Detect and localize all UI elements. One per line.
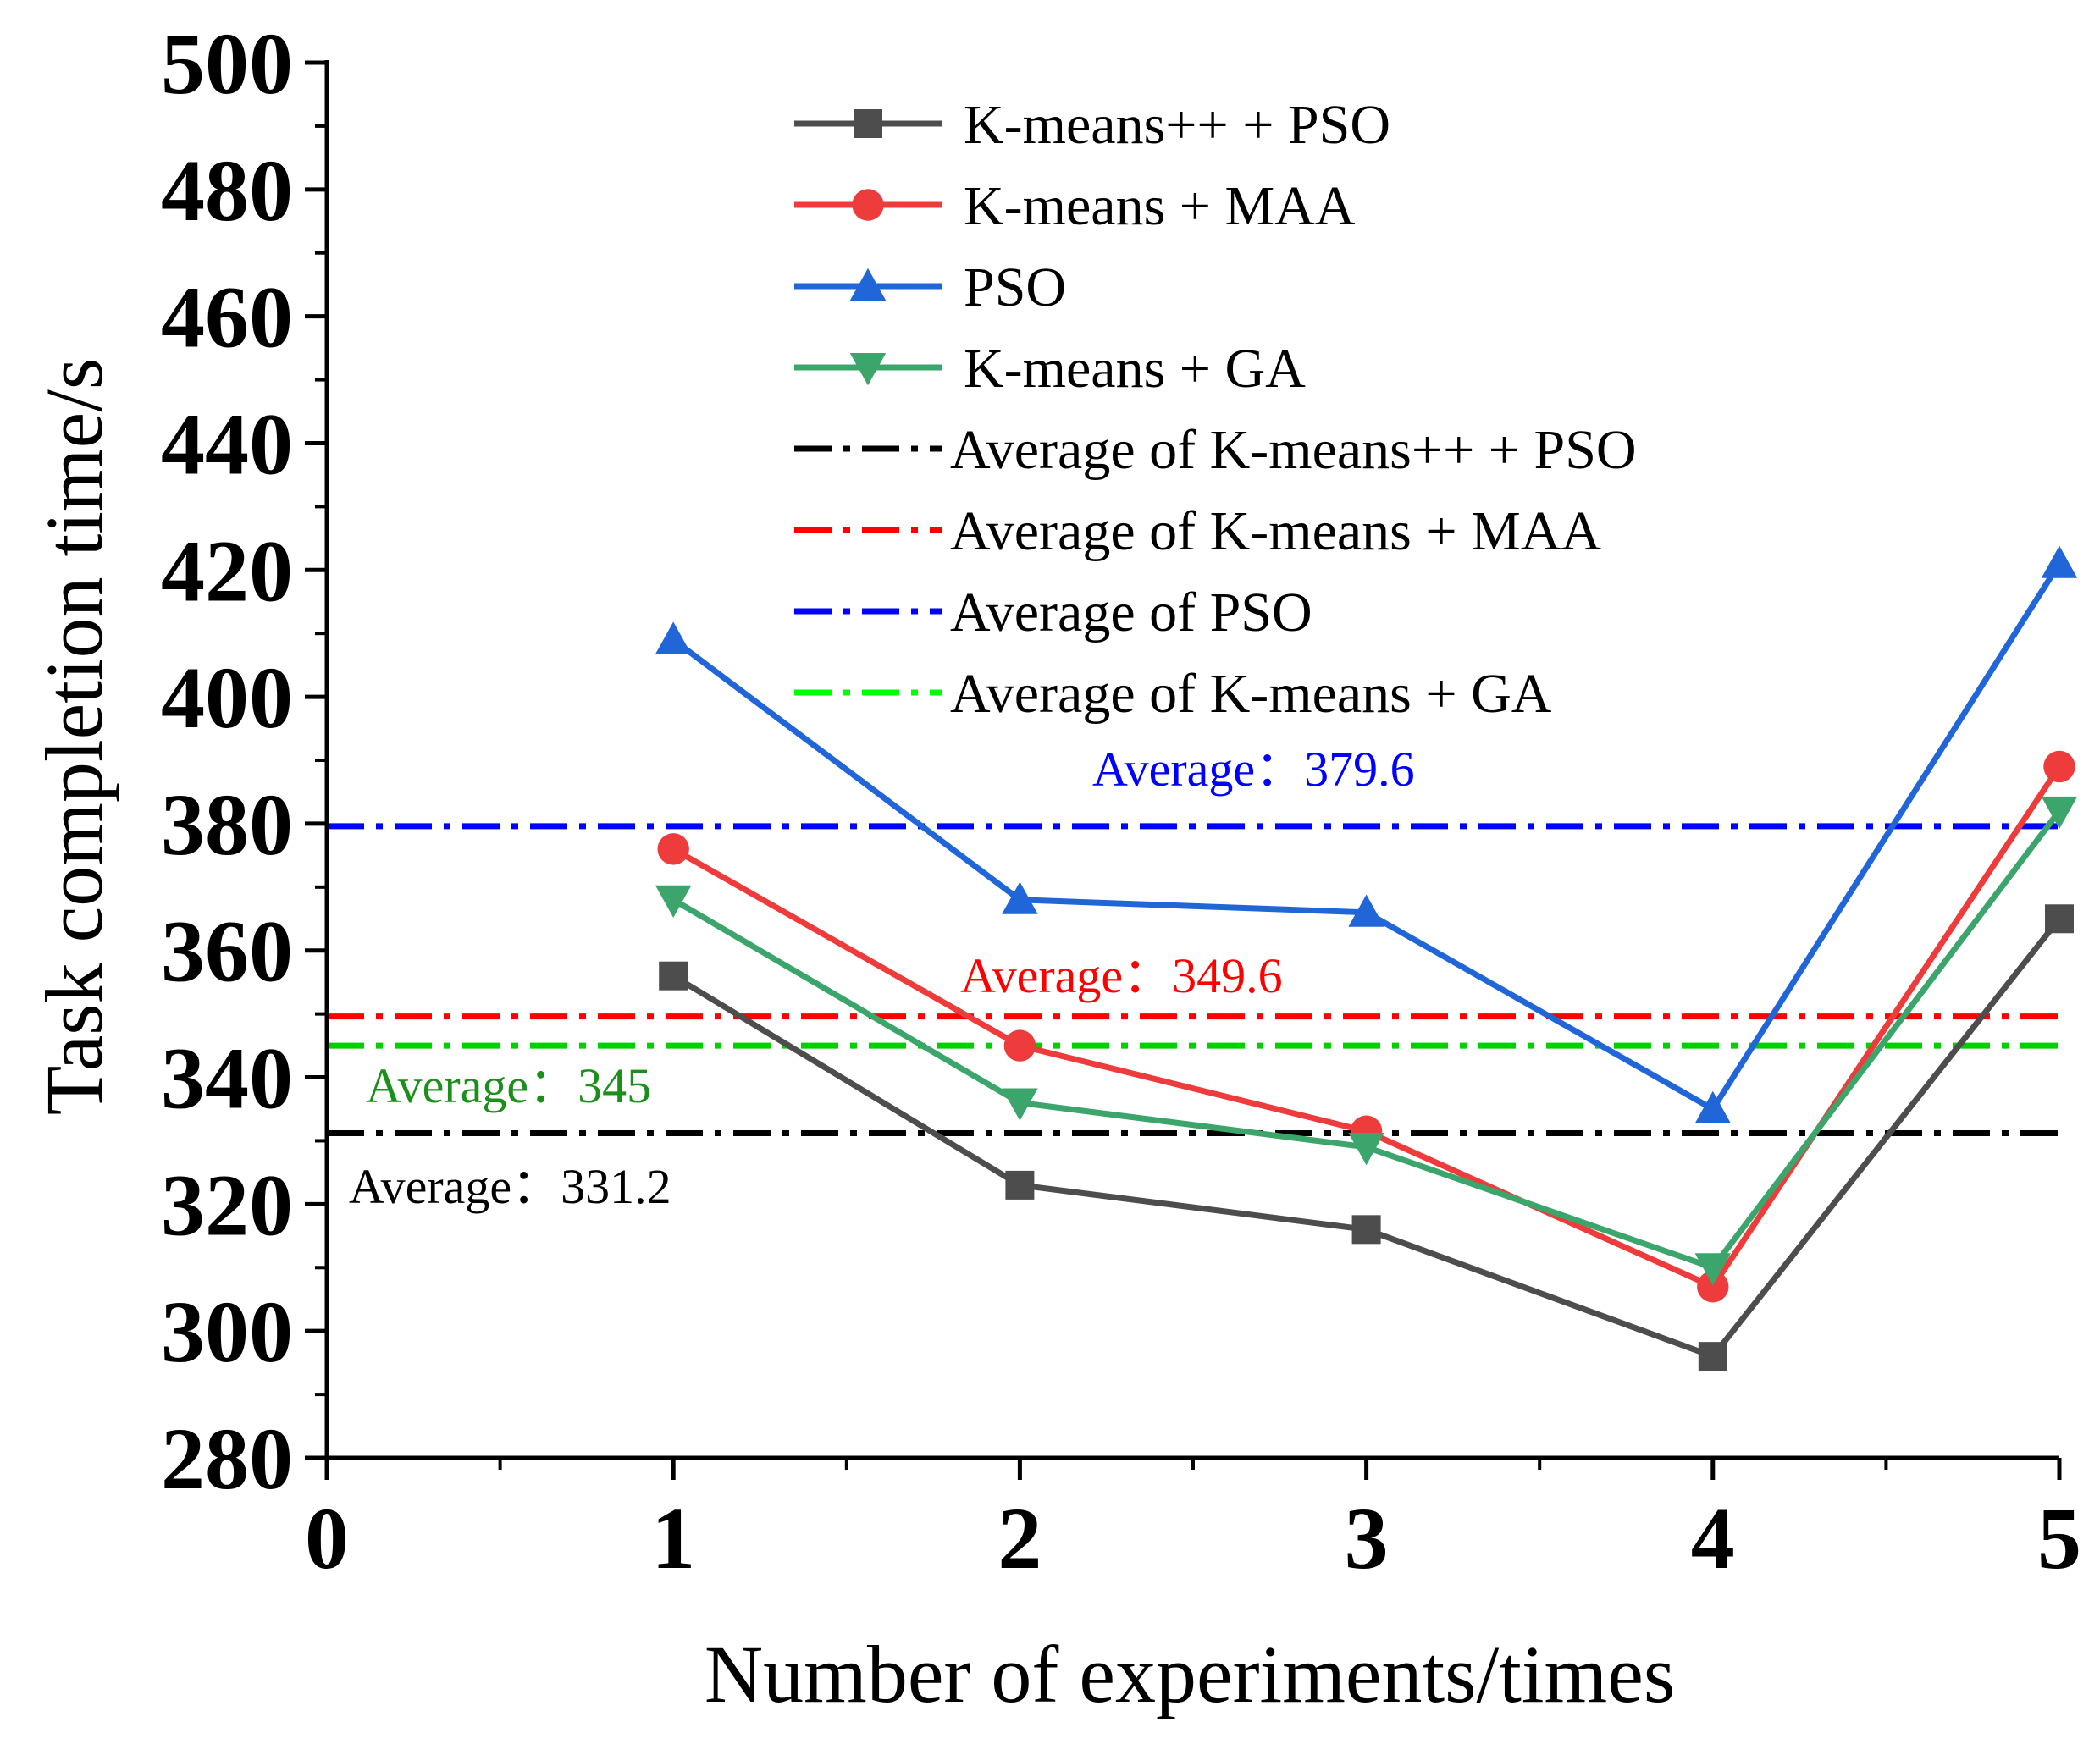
data-point-pso xyxy=(1002,881,1038,914)
data-point-k-means-ga xyxy=(1348,1132,1384,1166)
series-line-k-means-ga xyxy=(671,809,2062,1272)
data-point-pso xyxy=(1694,1090,1732,1123)
y-tick-label: 280 xyxy=(161,1410,293,1508)
data-point-k-meanspp-pso xyxy=(1351,1215,1381,1245)
data-point-k-means-maa xyxy=(1003,1029,1036,1062)
series-line-pso xyxy=(671,561,2062,1113)
x-tick-label: 2 xyxy=(998,1490,1042,1587)
data-point-k-meanspp-pso xyxy=(1005,1170,1035,1200)
y-tick-label: 320 xyxy=(161,1156,293,1254)
x-tick-label: 4 xyxy=(1691,1490,1735,1587)
y-tick-label: 300 xyxy=(161,1283,293,1381)
data-point-k-means-ga xyxy=(1002,1088,1038,1121)
average-label-average-of-k-meanspp-pso: Average：331.2 xyxy=(349,1159,671,1214)
legend-label-average-of-k-means-ga: Average of K-means + GA xyxy=(950,663,1552,725)
legend-label-average-of-k-means-maa: Average of K-means + MAA xyxy=(950,500,1601,562)
y-axis-title: Task completion time/s xyxy=(29,358,119,1115)
y-tick-label: 400 xyxy=(161,649,293,747)
legend-label-average-of-pso: Average of PSO xyxy=(950,582,1312,643)
average-labels: Average：331.2 Average：349.6 Average：379.6 A… xyxy=(349,742,1415,1214)
x-axis-title: Number of experiments/times xyxy=(705,1629,1675,1719)
y-tick-label: 480 xyxy=(161,142,293,240)
y-tick-label: 420 xyxy=(161,522,293,620)
data-point-k-means-maa xyxy=(1697,1271,1729,1303)
legend-marker-k-means-maa xyxy=(852,189,884,221)
x-tick-label: 1 xyxy=(651,1490,695,1587)
data-point-pso xyxy=(2041,545,2078,578)
data-point-k-means-ga xyxy=(1694,1253,1732,1286)
average-label-average-of-k-means-maa: Average：349.6 xyxy=(960,948,1283,1003)
legend-label-average-of-k-meanspp-pso: Average of K-means++ + PSO xyxy=(950,419,1637,481)
average-label-average-of-k-means-ga: Average：345 xyxy=(366,1058,651,1113)
x-tick-label: 5 xyxy=(2037,1490,2081,1587)
axes: 280 300 320 340 360 380 400 420 440 460 480 500 0 1 2 3… xyxy=(161,15,2081,1587)
y-tick-label: 360 xyxy=(161,903,293,1001)
data-point-pso xyxy=(1348,894,1384,927)
data-point-k-means-ga xyxy=(655,885,692,919)
y-tick-label: 340 xyxy=(161,1030,293,1128)
data-point-k-meanspp-pso xyxy=(659,961,688,991)
legend-label-k-meanspp-pso: K-means++ + PSO xyxy=(964,94,1390,156)
series-line-k-means-maa xyxy=(671,764,2062,1291)
y-tick-label: 500 xyxy=(161,15,293,113)
legend: K-means++ + PSO K-means + MAA PSO K-means +… xyxy=(794,94,1637,725)
y-tick-label: 460 xyxy=(161,269,293,367)
legend-label-k-means-ga: K-means + GA xyxy=(964,338,1306,400)
data-series xyxy=(655,545,2078,1371)
legend-marker-k-meanspp-pso xyxy=(854,109,882,138)
x-tick-label: 0 xyxy=(305,1490,349,1587)
data-point-k-means-ga xyxy=(2041,796,2078,830)
x-tick-label: 3 xyxy=(1345,1490,1389,1587)
legend-marker-pso xyxy=(849,268,887,301)
data-point-k-means-maa xyxy=(657,833,689,865)
y-tick-label: 380 xyxy=(161,776,293,874)
legend-label-k-means-maa: K-means + MAA xyxy=(964,175,1356,237)
data-point-k-meanspp-pso xyxy=(1698,1342,1727,1371)
y-tick-label: 440 xyxy=(161,395,293,493)
data-point-k-means-maa xyxy=(2043,750,2075,783)
legend-label-pso: PSO xyxy=(964,257,1066,318)
legend-marker-k-means-ga xyxy=(849,353,887,386)
data-point-k-meanspp-pso xyxy=(2045,904,2074,934)
data-point-pso xyxy=(655,621,692,654)
average-label-average-of-pso: Average：379.6 xyxy=(1092,742,1415,797)
